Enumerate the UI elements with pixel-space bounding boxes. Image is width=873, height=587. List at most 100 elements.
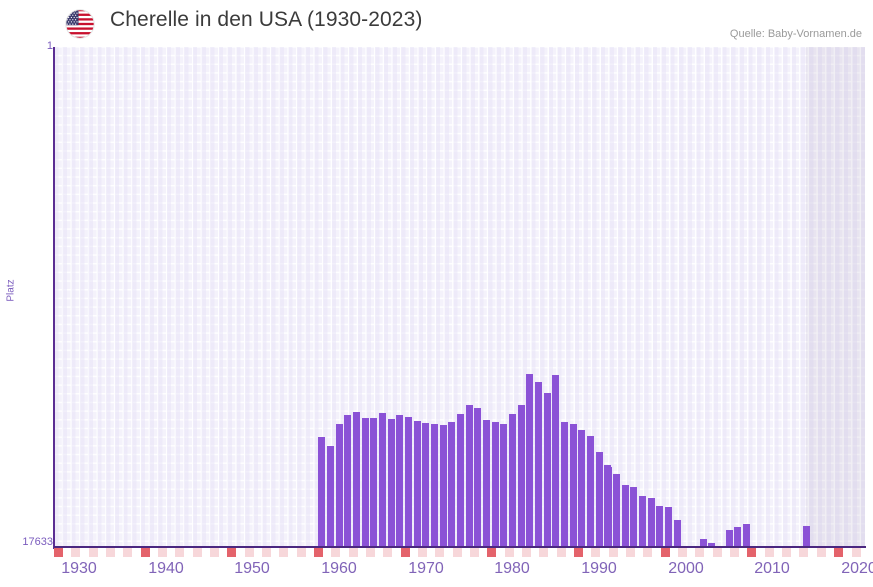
x-tick-3 — [106, 548, 115, 557]
x-tick-30 — [574, 548, 583, 557]
x-tick-41 — [765, 548, 774, 557]
x-tick-24 — [470, 548, 479, 557]
x-tick-19 — [383, 548, 392, 557]
x-tick-40 — [747, 548, 756, 557]
bar-1988[interactable] — [552, 375, 559, 548]
x-axis-label-1960: 1960 — [321, 560, 357, 577]
bar-2011[interactable] — [743, 524, 750, 548]
bar-1968[interactable] — [379, 413, 386, 548]
x-tick-28 — [539, 548, 548, 557]
x-tick-18 — [366, 548, 375, 557]
x-tick-32 — [609, 548, 618, 557]
plot-area — [54, 47, 865, 548]
x-axis-label-1970: 1970 — [408, 560, 444, 577]
bar-1993[interactable] — [596, 452, 603, 548]
bar-1996[interactable] — [613, 474, 620, 548]
bar-1971[interactable] — [405, 417, 412, 548]
bar-series — [54, 47, 865, 548]
bar-1995[interactable] — [605, 467, 612, 548]
x-axis-ticks — [54, 548, 866, 557]
x-tick-12 — [262, 548, 271, 557]
bar-1961[interactable] — [318, 437, 325, 548]
bar-1967[interactable] — [370, 418, 377, 548]
x-tick-8 — [193, 548, 202, 557]
bar-2000[interactable] — [648, 498, 655, 548]
bar-1966[interactable] — [362, 418, 369, 548]
x-tick-7 — [175, 548, 184, 557]
bar-1998[interactable] — [630, 487, 637, 548]
bar-1965[interactable] — [353, 412, 360, 548]
bar-1987[interactable] — [544, 393, 551, 548]
bar-2007[interactable] — [708, 543, 715, 548]
bar-1980[interactable] — [483, 420, 490, 548]
chart-header: Cherelle in den USA (1930-2023) Quelle: … — [0, 0, 873, 47]
bar-1984[interactable] — [518, 405, 525, 548]
bar-2018[interactable] — [803, 526, 810, 548]
x-tick-44 — [817, 548, 826, 557]
source-attribution: Quelle: Baby-Vornamen.de — [729, 28, 862, 40]
x-tick-2 — [89, 548, 98, 557]
x-axis-line — [54, 546, 866, 548]
x-tick-11 — [245, 548, 254, 557]
bar-2003[interactable] — [674, 520, 681, 548]
bar-1997[interactable] — [622, 485, 629, 548]
bar-1962[interactable] — [327, 446, 334, 548]
x-tick-33 — [626, 548, 635, 557]
x-tick-35 — [661, 548, 670, 557]
bar-2002[interactable] — [665, 507, 672, 548]
x-tick-46 — [852, 548, 861, 557]
x-tick-43 — [799, 548, 808, 557]
x-tick-20 — [401, 548, 410, 557]
bar-1963[interactable] — [336, 424, 343, 548]
x-axis-label-2000: 2000 — [668, 560, 704, 577]
x-tick-42 — [782, 548, 791, 557]
page-title: Cherelle in den USA (1930-2023) — [110, 8, 423, 31]
x-tick-25 — [487, 548, 496, 557]
bar-1975[interactable] — [440, 425, 447, 548]
bar-1989[interactable] — [561, 422, 568, 548]
x-axis-label-2020: 2020 — [841, 560, 873, 577]
bar-1969[interactable] — [388, 419, 395, 548]
y-axis-title: Platz — [5, 279, 17, 302]
x-tick-10 — [227, 548, 236, 557]
bar-1974[interactable] — [431, 424, 438, 548]
bar-1977[interactable] — [457, 414, 464, 548]
bar-1982[interactable] — [500, 424, 507, 548]
x-tick-38 — [713, 548, 722, 557]
x-axis-label-1940: 1940 — [148, 560, 184, 577]
x-tick-29 — [557, 548, 566, 557]
bar-1983[interactable] — [509, 414, 516, 548]
bar-2001[interactable] — [656, 506, 663, 548]
us-flag-icon — [61, 9, 99, 39]
x-tick-14 — [297, 548, 306, 557]
x-axis-label-2010: 2010 — [754, 560, 790, 577]
bar-1973[interactable] — [422, 423, 429, 548]
y-axis-bottom-label: 17633 — [22, 536, 53, 548]
bar-1999[interactable] — [639, 496, 646, 548]
x-axis-label-1980: 1980 — [494, 560, 530, 577]
y-axis-line — [53, 47, 55, 549]
bar-1978[interactable] — [466, 405, 473, 548]
bar-1985[interactable] — [526, 374, 533, 548]
x-axis-label-1950: 1950 — [234, 560, 270, 577]
x-tick-27 — [522, 548, 531, 557]
bar-1972[interactable] — [414, 421, 421, 548]
bar-1992[interactable] — [587, 436, 594, 548]
bar-1990[interactable] — [570, 424, 577, 548]
bar-1991[interactable] — [578, 430, 585, 548]
bar-1986[interactable] — [535, 382, 542, 548]
bar-1976[interactable] — [448, 422, 455, 548]
y-axis-top-label: 1 — [46, 40, 53, 52]
bar-2009[interactable] — [726, 530, 733, 548]
bar-1970[interactable] — [396, 415, 403, 548]
bar-1981[interactable] — [492, 422, 499, 548]
bar-2010[interactable] — [734, 527, 741, 548]
x-tick-36 — [678, 548, 687, 557]
x-tick-17 — [349, 548, 358, 557]
x-tick-4 — [123, 548, 132, 557]
bar-1979[interactable] — [474, 408, 481, 548]
x-axis-label-1930: 1930 — [61, 560, 97, 577]
bar-2006[interactable] — [700, 539, 707, 548]
bar-1964[interactable] — [344, 415, 351, 548]
